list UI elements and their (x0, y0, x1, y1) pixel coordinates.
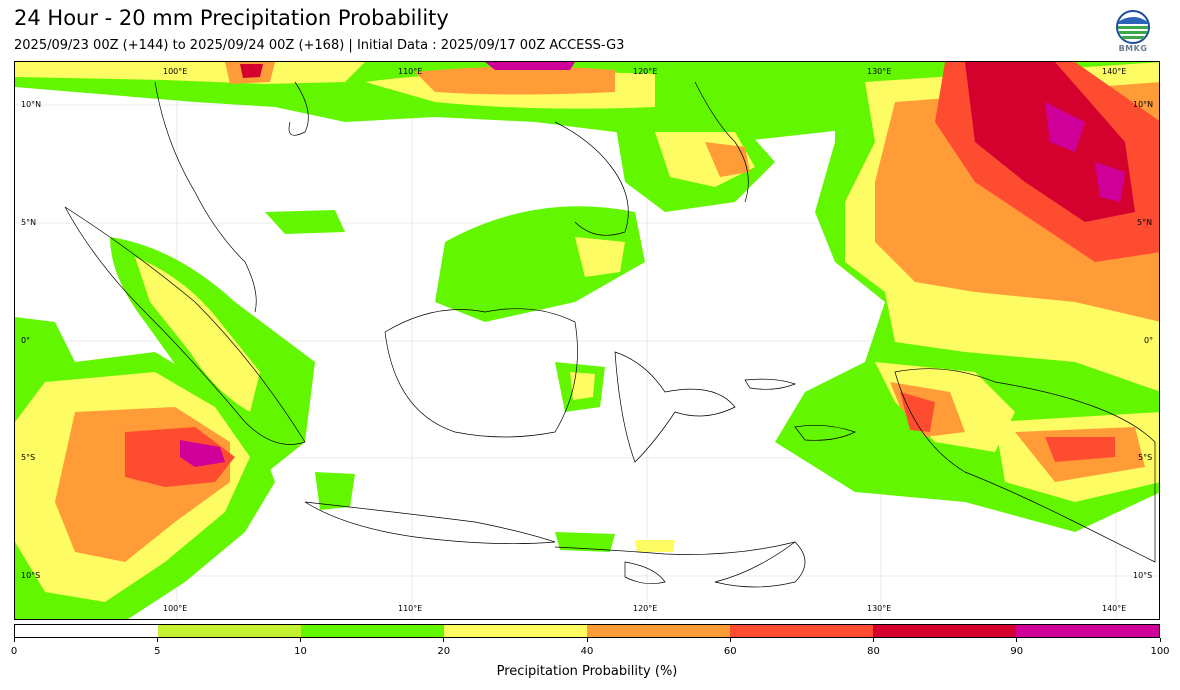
map-title: 24 Hour - 20 mm Precipitation Probabilit… (14, 6, 449, 30)
lon-label-top-140e: 140°E (1102, 67, 1127, 76)
lon-label-bottom-100e: 100°E (163, 604, 188, 613)
lon-label-top-120e: 120°E (633, 67, 658, 76)
colorbar-tick-label: 0 (10, 646, 18, 657)
coastlines (64, 81, 1156, 588)
lat-label-right-0: 0° (1144, 336, 1154, 345)
lat-label-left-0: 0° (21, 336, 31, 345)
colorbar-tick-label: 10 (294, 646, 307, 657)
precipitation-map: 100°E 110°E 120°E 130°E 140°E 100°E 110°… (14, 61, 1160, 620)
colorbar-tick-label: 20 (437, 646, 451, 657)
colorbar-tick-mark (873, 638, 874, 642)
bmkg-logo-text: BMKG (1118, 44, 1148, 53)
colorbar-segment (873, 625, 1016, 637)
precipitation-field (15, 62, 1159, 619)
colorbar-label: Precipitation Probability (%) (496, 664, 678, 679)
bmkg-logo: BMKG (1114, 10, 1152, 56)
colorbar-tick-mark (300, 638, 301, 642)
colorbar-tick-label: 60 (723, 646, 737, 657)
lat-label-right-10s: 10°S (1133, 571, 1153, 580)
lon-label-bottom-110e: 110°E (398, 604, 423, 613)
colorbar-tick-label: 100 (1150, 646, 1170, 657)
colorbar-segment (444, 625, 587, 637)
colorbar-segment (1016, 625, 1159, 637)
lon-label-top-110e: 110°E (398, 67, 423, 76)
colorbar-tick-mark (13, 638, 15, 642)
lat-label-right-10n: 10°N (1133, 100, 1154, 109)
lat-label-left-10s: 10°S (21, 571, 41, 580)
lon-label-bottom-120e: 120°E (633, 604, 658, 613)
lat-label-left-5s: 5°S (21, 453, 36, 462)
lat-label-left-10n: 10°N (21, 100, 42, 109)
colorbar-tick-mark (156, 638, 158, 642)
colorbar-tick-label: 5 (154, 646, 161, 657)
lon-label-bottom-140e: 140°E (1102, 604, 1127, 613)
map-canvas (15, 62, 1159, 619)
lat-label-right-5n: 5°N (1137, 218, 1153, 227)
colorbar-tick-mark (1016, 638, 1018, 642)
colorbar-segment (587, 625, 730, 637)
bmkg-logo-icon (1116, 10, 1150, 44)
lon-label-top-100e: 100°E (163, 67, 188, 76)
colorbar-segment (158, 625, 301, 637)
colorbar-segment (730, 625, 873, 637)
lat-label-right-5s: 5°S (1138, 453, 1153, 462)
lat-label-left-5n: 5°N (21, 218, 37, 227)
colorbar-tick-mark (1159, 638, 1161, 642)
colorbar-tick-label: 80 (867, 646, 880, 657)
lon-label-bottom-130e: 130°E (867, 604, 892, 613)
lon-label-top-130e: 130°E (867, 67, 892, 76)
colorbar-segment (301, 625, 444, 637)
colorbar-tick-label: 90 (1010, 646, 1024, 657)
colorbar-tick-mark (729, 638, 731, 642)
map-subtitle: 2025/09/23 00Z (+144) to 2025/09/24 00Z … (14, 38, 625, 53)
colorbar-tick-mark (443, 638, 445, 642)
colorbar-tick-label: 40 (580, 646, 594, 657)
colorbar-tick-mark (586, 638, 588, 642)
colorbar (14, 624, 1160, 638)
colorbar-segment (15, 625, 158, 637)
